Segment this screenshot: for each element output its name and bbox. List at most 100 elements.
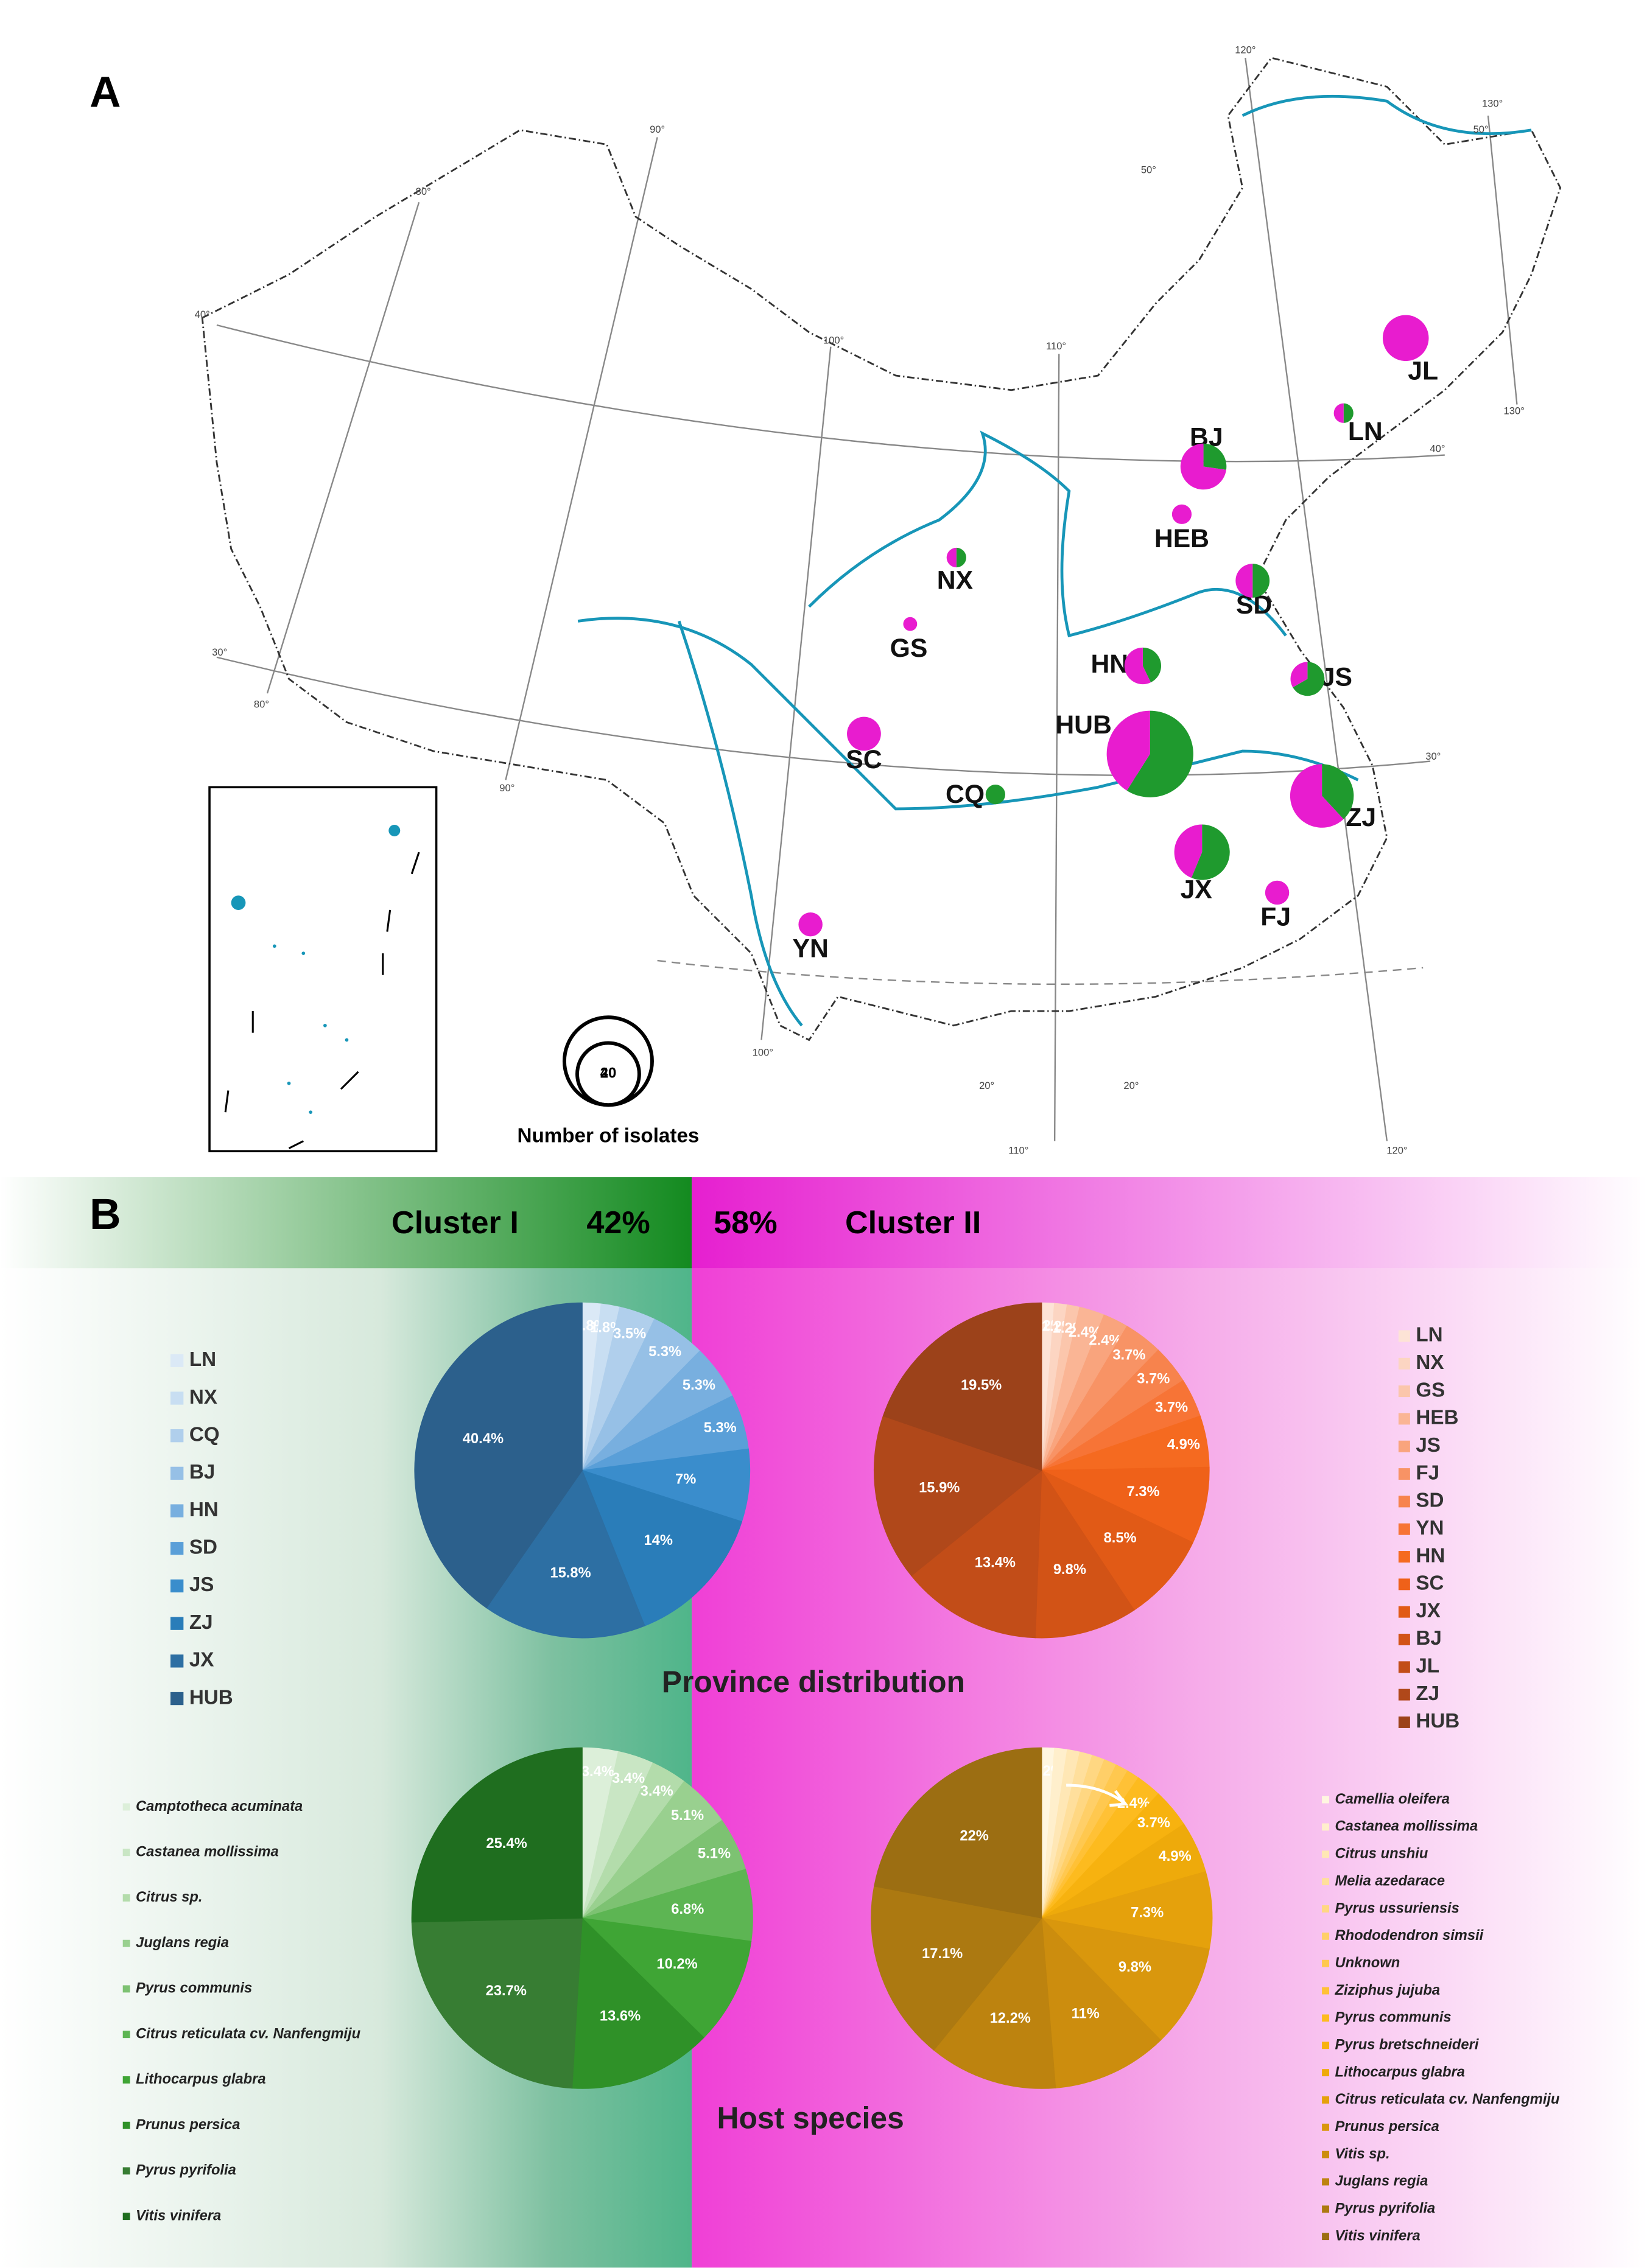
marker-slice bbox=[1174, 824, 1203, 878]
legend-swatch bbox=[1398, 1330, 1410, 1342]
legend-label: FJ bbox=[1416, 1461, 1439, 1484]
legend-swatch bbox=[170, 1542, 184, 1555]
data-label: 9.8% bbox=[1118, 1959, 1151, 1975]
legend-label: Citrus unshiu bbox=[1335, 1846, 1428, 1862]
legend-label: ZJ bbox=[189, 1611, 213, 1634]
data-label: 12.2% bbox=[990, 2011, 1031, 2026]
size-legend-circle bbox=[575, 1041, 641, 1107]
marker-slice bbox=[1343, 403, 1354, 423]
legend-swatch bbox=[1322, 1959, 1329, 1967]
graticule-label: 130° bbox=[1482, 97, 1503, 109]
data-label: 15.9% bbox=[919, 1480, 960, 1496]
marker-slice bbox=[1171, 504, 1192, 524]
legend-swatch bbox=[1322, 2042, 1329, 2049]
marker-slice bbox=[903, 617, 918, 631]
pie-slice bbox=[1041, 1466, 1210, 1543]
data-label: 3.7% bbox=[1155, 1399, 1188, 1415]
pie-slice bbox=[411, 1917, 583, 2089]
legend-label: Prunus persica bbox=[1335, 2119, 1439, 2135]
data-label: 5.1% bbox=[671, 1808, 704, 1824]
graticule-label: 50° bbox=[1473, 124, 1489, 135]
legend-label: HN bbox=[1416, 1544, 1445, 1567]
marker-slice bbox=[946, 547, 957, 568]
marker-slice bbox=[1191, 824, 1230, 880]
legend-label: Pyrus communis bbox=[136, 1981, 252, 1997]
legend-label: JS bbox=[1416, 1434, 1441, 1457]
legend-swatch bbox=[1398, 1357, 1410, 1370]
pie-slice bbox=[486, 1469, 645, 1639]
pie-slice bbox=[581, 1469, 743, 1626]
graticule bbox=[216, 57, 1518, 1141]
legend-label: GS bbox=[1416, 1379, 1445, 1401]
legend-swatch bbox=[1322, 1905, 1329, 1913]
data-label: 19.5% bbox=[961, 1377, 1002, 1393]
legend-swatch bbox=[170, 1354, 184, 1367]
pie-slice bbox=[1041, 1871, 1213, 1950]
graticule-label: 80° bbox=[416, 186, 431, 197]
map: 80° 90° 100° 110° 120° 130° 50° 50° 40° 40° 30° 30°… bbox=[195, 44, 1562, 1157]
pie-slice bbox=[882, 1302, 1042, 1471]
legend-label: Pyrus bretschneideri bbox=[1335, 2037, 1478, 2053]
marker-slice bbox=[1142, 647, 1162, 683]
legend-label: LN bbox=[189, 1348, 216, 1371]
graticule-label: 20° bbox=[979, 1080, 994, 1091]
graticule-label: 20° bbox=[1123, 1080, 1139, 1091]
legend-swatch bbox=[1398, 1468, 1410, 1480]
marker-slice bbox=[1290, 662, 1308, 688]
inset-box bbox=[208, 786, 438, 1153]
marker-slice bbox=[1382, 315, 1429, 362]
legend-swatch bbox=[1322, 1878, 1329, 1886]
legend-swatch bbox=[122, 1985, 130, 1993]
marker-slice bbox=[1252, 564, 1270, 598]
legend-swatch bbox=[1398, 1689, 1410, 1701]
province-label: JX bbox=[1181, 875, 1213, 904]
legend-swatch bbox=[170, 1654, 184, 1668]
legend-swatch bbox=[1322, 2069, 1329, 2077]
marker-slice bbox=[1180, 443, 1226, 490]
legend-swatch bbox=[122, 2213, 130, 2221]
data-label: 3.5% bbox=[613, 1326, 646, 1342]
data-label: 3.7% bbox=[1137, 1815, 1170, 1831]
legend-swatch bbox=[122, 1803, 130, 1811]
data-label: 3.4% bbox=[612, 1771, 645, 1787]
legend-swatch bbox=[122, 2076, 130, 2084]
data-label: 40.4% bbox=[463, 1431, 504, 1447]
inset-dashes bbox=[224, 852, 420, 1149]
legend-swatch bbox=[1322, 1850, 1329, 1858]
graticule-label: 40° bbox=[1430, 443, 1445, 454]
data-label: 7.3% bbox=[1127, 1484, 1160, 1500]
arrow bbox=[1066, 1783, 1128, 1807]
legend-swatch bbox=[1322, 2123, 1329, 2131]
size-legend-label: 20 bbox=[600, 1066, 616, 1082]
pie-slice bbox=[1041, 1917, 1162, 2088]
marker-slice bbox=[847, 716, 881, 751]
legend-swatch bbox=[1322, 2096, 1329, 2104]
legend-swatch bbox=[170, 1692, 184, 1706]
subtitle: Province distribution bbox=[662, 1665, 965, 1699]
legend-swatch bbox=[1398, 1523, 1410, 1535]
data-label: 5.3% bbox=[683, 1377, 715, 1393]
legend-swatch bbox=[122, 2031, 130, 2039]
pie-slice bbox=[933, 1917, 1056, 2089]
legend-label: Rhododendron simsii bbox=[1335, 1928, 1483, 1944]
legend-swatch bbox=[1322, 1823, 1329, 1831]
legend-label: Ziziphus jujuba bbox=[1334, 1983, 1440, 1998]
legend-label: SD bbox=[189, 1536, 217, 1559]
legend-label: JS bbox=[189, 1573, 214, 1596]
data-label: 8.5% bbox=[1104, 1530, 1137, 1546]
pie-slice bbox=[414, 1302, 583, 1609]
cluster-share: 42% bbox=[586, 1205, 650, 1241]
graticule-label: 110° bbox=[1008, 1145, 1028, 1157]
pie-slice bbox=[911, 1469, 1042, 1639]
legend-swatch bbox=[170, 1466, 184, 1480]
legend-label: JX bbox=[1416, 1600, 1441, 1622]
legend-swatch bbox=[122, 2167, 130, 2175]
cluster-name: Cluster I bbox=[392, 1205, 519, 1241]
data-label: 4.9% bbox=[1159, 1849, 1192, 1864]
legend-label: LN bbox=[1416, 1324, 1442, 1346]
marker-slice bbox=[956, 547, 966, 568]
legend-label: SD bbox=[1416, 1489, 1444, 1512]
legend-label: BJ bbox=[1416, 1627, 1441, 1650]
graticule-label: 120° bbox=[1386, 1145, 1407, 1157]
